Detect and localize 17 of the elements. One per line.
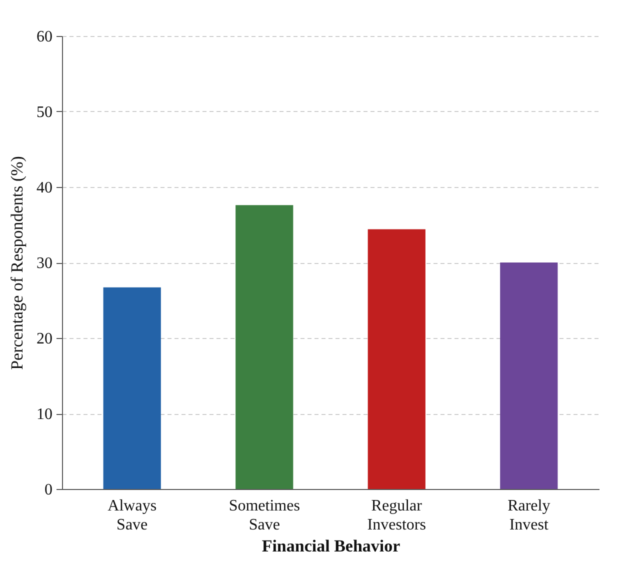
y-tick-label: 20 [36, 330, 52, 348]
x-tick-label: Sometimes Save [228, 498, 300, 534]
y-tick-label: 10 [36, 406, 52, 423]
y-axis-title: Percentage of Respondents (%) [8, 156, 26, 370]
bar [103, 287, 161, 489]
bar [236, 205, 294, 489]
y-tick-label: 40 [36, 180, 52, 196]
x-tick-label: Rarely Invest [508, 498, 550, 534]
y-tick-label: 30 [36, 255, 52, 272]
bar [500, 262, 558, 489]
x-axis-title: Financial Behavior [262, 536, 401, 556]
bar [368, 229, 426, 489]
y-tick-label: 50 [36, 104, 52, 121]
y-tick-label: 60 [36, 28, 52, 46]
x-tick-label: Always Save [108, 498, 157, 534]
y-tick-label: 0 [44, 482, 52, 498]
x-tick-label: Regular Investors [367, 498, 426, 534]
